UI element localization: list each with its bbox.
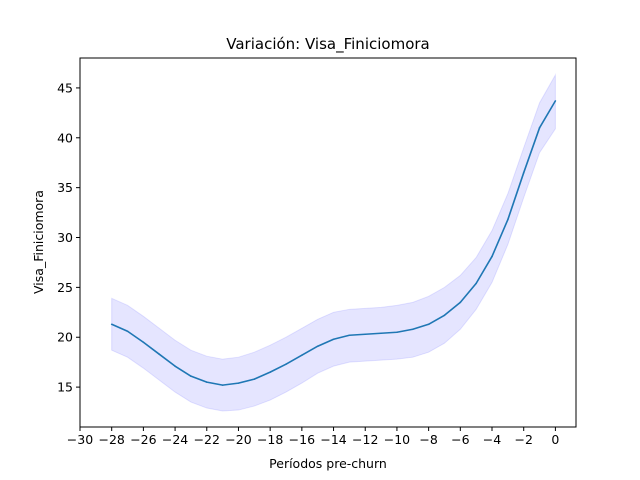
plot-frame	[79, 57, 577, 428]
data-point	[142, 341, 145, 344]
x-axis-title: Períodos pre-churn	[269, 456, 387, 471]
chart-title: Variación: Visa_Finiciomora	[226, 35, 429, 54]
y-tick-label: 35	[57, 180, 73, 195]
x-tick-label: −2	[514, 432, 532, 447]
data-point	[332, 338, 335, 341]
data-point	[237, 382, 240, 384]
data-point	[316, 345, 319, 348]
y-tick-label: 30	[57, 230, 73, 245]
data-point	[126, 330, 129, 333]
data-point	[110, 323, 113, 326]
x-tick-label: −26	[130, 432, 156, 447]
y-tick-label: 40	[57, 130, 73, 145]
x-tick-label: −22	[194, 432, 220, 447]
data-point	[285, 363, 287, 365]
x-tick-label: −24	[162, 432, 188, 447]
data-point	[301, 354, 303, 356]
y-tick-label: 20	[57, 330, 73, 345]
y-axis-title: Visa_Finiciomora	[31, 190, 46, 294]
y-tick-label: 15	[57, 380, 73, 395]
data-point	[269, 371, 271, 373]
x-tick-label: 0	[551, 432, 559, 447]
x-axis: −30 −28 −26 −24 −22 −20 −18 −16 −14 −12 −10 −8 −6 −4−…	[67, 427, 559, 447]
data-point	[158, 353, 161, 355]
data-point	[554, 100, 557, 102]
y-tick-label: 25	[57, 280, 73, 295]
y-tick-label: 45	[57, 80, 73, 95]
y-axis: 15 20 25 30 35 40 45	[57, 80, 80, 395]
data-point	[538, 127, 541, 129]
data-point	[190, 375, 192, 377]
x-tick-label: −28	[98, 432, 124, 447]
data-point	[380, 332, 382, 335]
plot-area	[110, 73, 557, 412]
x-tick-label: −12	[352, 432, 378, 447]
x-tick-label: −18	[257, 432, 283, 447]
x-tick-label: −6	[451, 432, 469, 447]
data-point	[205, 381, 208, 383]
data-point	[507, 218, 509, 221]
data-point	[174, 365, 176, 367]
data-point	[475, 282, 477, 285]
data-point	[364, 333, 367, 336]
data-point	[459, 301, 462, 304]
x-tick-label: −4	[483, 432, 501, 447]
x-tick-label: −8	[419, 432, 437, 447]
x-tick-label: −30	[67, 432, 93, 447]
data-point	[348, 334, 351, 337]
data-point	[427, 323, 430, 326]
x-tick-label: −20	[225, 432, 251, 447]
data-point	[522, 171, 525, 174]
data-point	[411, 328, 414, 331]
data-point	[443, 314, 446, 317]
data-point	[221, 384, 224, 386]
data-point	[491, 255, 493, 258]
x-tick-label: −16	[289, 432, 315, 447]
confidence-band-0	[111, 73, 556, 412]
data-point	[396, 331, 398, 334]
x-tick-label: −10	[384, 432, 410, 447]
data-point	[253, 378, 256, 380]
x-tick-label: −14	[320, 432, 346, 447]
